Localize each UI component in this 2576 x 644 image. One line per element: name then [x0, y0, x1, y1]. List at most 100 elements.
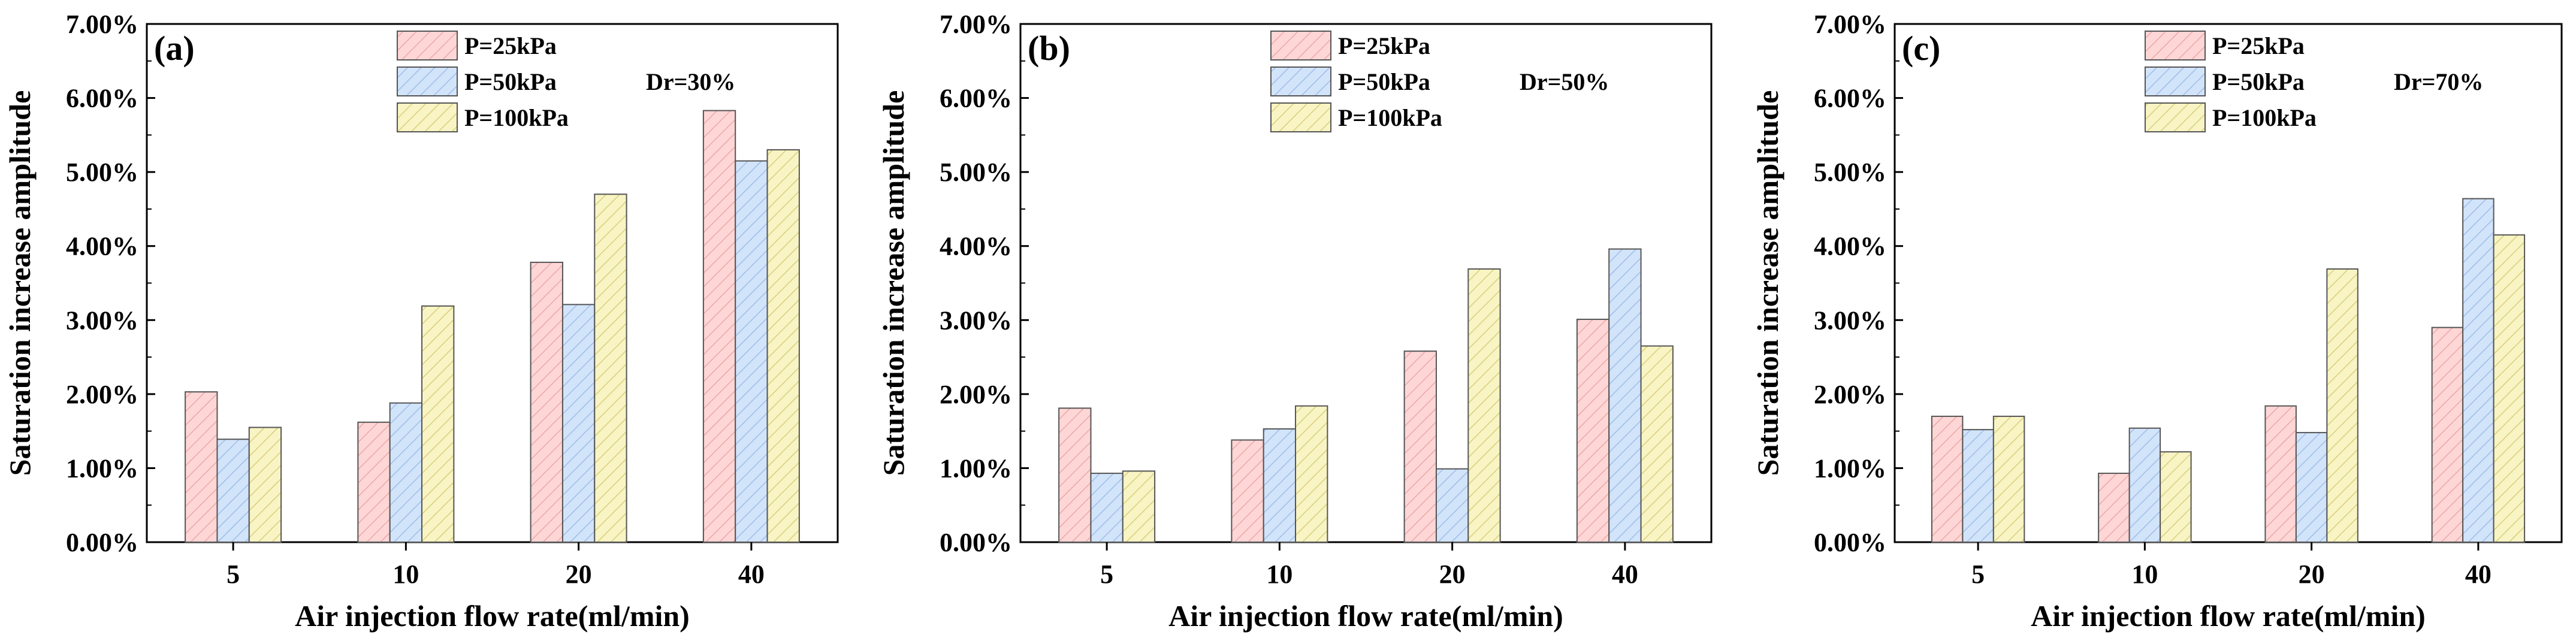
dr-label: Dr=50%: [1520, 68, 1609, 95]
y-tick-label: 3.00%: [940, 306, 1012, 335]
bar-p-100kpa-20: [594, 193, 627, 543]
legend-swatch: [2145, 31, 2206, 61]
legend-label: P=50kPa: [2212, 68, 2305, 95]
x-tick-label: 40: [1612, 560, 1638, 589]
legend-swatch: [397, 102, 458, 132]
y-tick-label: 6.00%: [940, 84, 1012, 113]
legend-swatch: [1270, 66, 1331, 96]
legend-label: P=100kPa: [1338, 104, 1442, 131]
y-axis-title: Saturation increase amplitude: [877, 90, 910, 476]
y-tick-label: 5.00%: [66, 158, 138, 187]
bar-p-100kpa-40: [1640, 345, 1674, 543]
legend-label: P=100kPa: [464, 104, 569, 131]
bar-p-100kpa-10: [2160, 451, 2192, 543]
legend-label: P=25kPa: [464, 32, 557, 59]
y-tick-label: 1.00%: [940, 453, 1012, 483]
y-tick-label: 2.00%: [66, 380, 138, 409]
panel-label: (b): [1028, 29, 1070, 68]
dr-label: Dr=70%: [2394, 68, 2483, 95]
bar-p-25kpa-10: [1231, 439, 1264, 543]
legend-label: P=50kPa: [1338, 68, 1430, 95]
y-tick-label: 6.00%: [1814, 84, 1886, 113]
x-tick-label: 5: [1971, 560, 1985, 589]
legend-swatch: [397, 66, 458, 96]
y-tick-label: 0.00%: [1814, 528, 1886, 557]
bar-p-50kpa-5: [1090, 473, 1124, 543]
bar-p-50kpa-20: [561, 304, 596, 543]
chart-panel-3: 0.00% 1.00% 2.00% 3.00% 4.00% 5.00% 6.00% 7.00%…: [1751, 10, 2563, 633]
bar-p-50kpa-40: [1608, 248, 1642, 543]
y-tick-label: 2.00%: [1814, 380, 1886, 409]
bar-p-100kpa-5: [1122, 470, 1156, 543]
bar-p-50kpa-5: [1962, 429, 1994, 543]
bar-p-50kpa-20: [2295, 432, 2328, 543]
y-tick-label: 2.00%: [940, 380, 1012, 409]
y-tick-label: 5.00%: [940, 158, 1012, 187]
y-tick-label: 0.00%: [66, 528, 138, 557]
x-tick-label: 5: [227, 560, 240, 589]
y-tick-label: 0.00%: [940, 528, 1012, 557]
y-tick-label: 1.00%: [66, 453, 138, 483]
x-axis-title: Air injection flow rate(ml/min): [2031, 599, 2426, 633]
bar-p-50kpa-10: [389, 402, 423, 543]
bar-p-50kpa-5: [216, 439, 250, 543]
y-tick-label: 7.00%: [66, 10, 138, 39]
bar-p-50kpa-40: [735, 160, 768, 543]
legend-swatch: [1270, 102, 1331, 132]
bar-p-25kpa-20: [530, 261, 563, 543]
y-tick-label: 7.00%: [1814, 10, 1886, 39]
bar-p-50kpa-20: [1435, 468, 1469, 543]
y-axis-title: Saturation increase amplitude: [1751, 90, 1784, 476]
chart-panel-2: 0.00% 1.00% 2.00% 3.00% 4.00% 5.00% 6.00% 7.00%…: [877, 10, 1713, 633]
x-tick-label: 40: [2465, 560, 2492, 589]
legend-label: P=50kPa: [464, 68, 557, 95]
bar-p-100kpa-40: [2493, 234, 2526, 543]
bar-p-50kpa-10: [2128, 427, 2161, 543]
y-tick-label: 4.00%: [66, 232, 138, 261]
panel-label: (c): [1902, 29, 1940, 68]
legend-swatch: [2145, 66, 2206, 96]
bar-p-100kpa-40: [766, 149, 800, 543]
x-axis-title: Air injection flow rate(ml/min): [1168, 599, 1563, 633]
x-tick-label: 10: [2131, 560, 2158, 589]
bar-p-100kpa-20: [1467, 268, 1501, 543]
bar-p-100kpa-20: [2326, 268, 2358, 543]
y-tick-label: 4.00%: [1814, 232, 1886, 261]
bar-p-25kpa-10: [357, 421, 391, 543]
x-axis-title: Air injection flow rate(ml/min): [295, 599, 690, 633]
y-tick-label: 4.00%: [940, 232, 1012, 261]
x-tick-label: 20: [566, 560, 592, 589]
bar-p-100kpa-10: [421, 305, 455, 543]
x-tick-label: 5: [1100, 560, 1113, 589]
bar-p-25kpa-5: [1931, 415, 1964, 543]
bar-p-100kpa-10: [1295, 405, 1328, 543]
y-axis-title: Saturation increase amplitude: [3, 90, 37, 476]
y-tick-label: 3.00%: [1814, 306, 1886, 335]
y-tick-label: 7.00%: [940, 10, 1012, 39]
legend-label: P=25kPa: [1338, 32, 1430, 59]
dr-label: Dr=30%: [646, 68, 735, 95]
x-tick-label: 20: [2299, 560, 2325, 589]
bar-p-25kpa-5: [185, 391, 218, 543]
y-tick-label: 6.00%: [66, 84, 138, 113]
bar-p-25kpa-40: [2431, 326, 2464, 543]
legend-label: P=25kPa: [2212, 32, 2305, 59]
legend-swatch: [2145, 102, 2206, 132]
bar-p-25kpa-20: [2264, 405, 2297, 543]
chart-panel-1: 0.00% 1.00% 2.00% 3.00% 4.00% 5.00% 6.00% 7.00%…: [3, 10, 839, 633]
bar-p-100kpa-5: [1992, 415, 2025, 543]
y-tick-label: 3.00%: [66, 306, 138, 335]
legend-label: P=100kPa: [2212, 104, 2317, 131]
bar-p-25kpa-20: [1403, 350, 1437, 543]
x-tick-label: 20: [1439, 560, 1466, 589]
legend-swatch: [1270, 31, 1331, 61]
bar-p-100kpa-5: [248, 427, 282, 543]
legend-swatch: [397, 31, 458, 61]
y-tick-label: 5.00%: [1814, 158, 1886, 187]
bar-p-25kpa-40: [702, 110, 736, 543]
x-tick-label: 10: [392, 560, 419, 589]
x-tick-label: 40: [738, 560, 765, 589]
bar-p-25kpa-5: [1058, 407, 1092, 543]
